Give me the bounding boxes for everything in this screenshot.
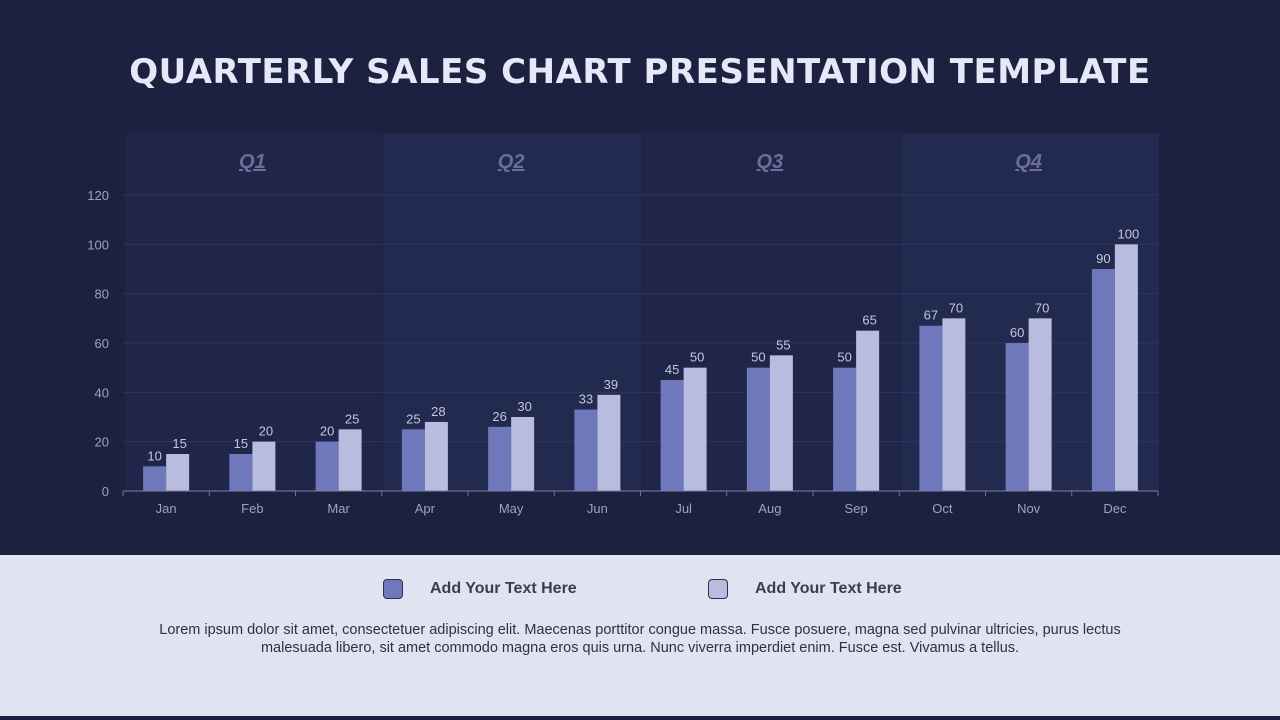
bar-series-2 [1114,244,1138,491]
data-label: 67 [924,308,938,323]
bar-series-1 [229,454,253,491]
x-tick-label: Feb [241,501,263,516]
page-title: QUARTERLY SALES CHART PRESENTATION TEMPL… [129,52,1151,92]
x-tick-label: May [499,501,524,516]
x-tick-label: Nov [1017,501,1041,516]
x-tick-label: Oct [932,501,953,516]
data-label: 70 [1035,300,1049,315]
data-label: 55 [776,337,790,352]
data-label: 100 [1118,226,1140,241]
legend-item-series-1: Add Your Text Here [383,578,577,600]
data-label: 50 [690,350,704,365]
y-tick-label: 80 [95,287,109,302]
bar-series-2 [511,417,535,491]
bar-series-2 [769,355,793,491]
legend-label-series-2: Add Your Text Here [755,580,902,597]
legend-swatch-series-2 [708,579,728,599]
x-tick-label: Apr [415,501,436,516]
bar-series-1 [315,441,339,491]
y-tick-label: 0 [102,484,109,499]
data-label: 60 [1010,325,1024,340]
data-label: 26 [492,409,506,424]
legend-swatch-series-1 [383,579,403,599]
footer-panel: Add Your Text Here Add Your Text Here Lo… [0,555,1280,716]
bar-series-1 [1091,269,1115,491]
bar-series-2 [252,441,276,491]
bottom-border [0,716,1280,720]
y-tick-label: 20 [95,435,109,450]
bar-series-1 [660,380,684,491]
bar-series-2 [942,318,966,491]
bar-series-1 [919,325,943,491]
data-label: 28 [431,404,445,419]
x-tick-label: Mar [327,501,350,516]
data-label: 10 [147,448,161,463]
data-label: 15 [234,436,248,451]
bar-series-1 [401,429,425,491]
bar-series-1 [143,466,167,491]
bar-series-2 [856,330,880,491]
x-tick-label: Aug [758,501,781,516]
data-label: 65 [862,313,876,328]
quarter-label-q4: Q4 [1015,151,1042,173]
bar-series-2 [597,394,621,491]
x-tick-label: Dec [1103,501,1127,516]
bar-series-2 [1028,318,1052,491]
bar-series-1 [746,367,770,491]
data-label: 45 [665,362,679,377]
quarter-label-q3: Q3 [757,151,784,173]
description-text: Lorem ipsum dolor sit amet, consectetuer… [159,622,1121,656]
quarter-label-q2: Q2 [498,151,525,173]
x-tick-label: Jan [156,501,177,516]
bar-series-2 [683,367,707,491]
data-label: 70 [949,300,963,315]
y-tick-label: 40 [95,385,109,400]
bar-series-1 [833,367,857,491]
legend-label-series-1: Add Your Text Here [430,580,577,597]
data-label: 20 [259,424,273,439]
bar-series-1 [1005,343,1029,491]
data-label: 50 [837,350,851,365]
data-label: 25 [345,411,359,426]
y-tick-label: 100 [87,237,109,252]
data-label: 90 [1096,251,1110,266]
x-tick-label: Jun [587,501,608,516]
data-label: 15 [172,436,186,451]
bar-series-2 [166,454,190,491]
x-tick-label: Jul [675,501,692,516]
bar-series-1 [488,426,512,491]
data-label: 50 [751,350,765,365]
bar-series-2 [424,421,448,491]
legend-item-series-2: Add Your Text Here [708,578,902,600]
bar-series-1 [574,409,598,491]
data-label: 30 [517,399,531,414]
x-tick-label: Sep [845,501,868,516]
bar-series-2 [338,429,362,491]
data-label: 33 [579,392,593,407]
data-label: 39 [604,377,618,392]
y-tick-label: 60 [95,336,109,351]
bar-chart: Q1 Q2 Q3 Q4 0 20 40 60 80 100 120 10 15 Jan 15 20 Feb 20 2… [87,133,1159,516]
data-label: 25 [406,411,420,426]
y-tick-label: 120 [87,188,109,203]
quarter-label-q1: Q1 [239,151,266,173]
data-label: 20 [320,424,334,439]
